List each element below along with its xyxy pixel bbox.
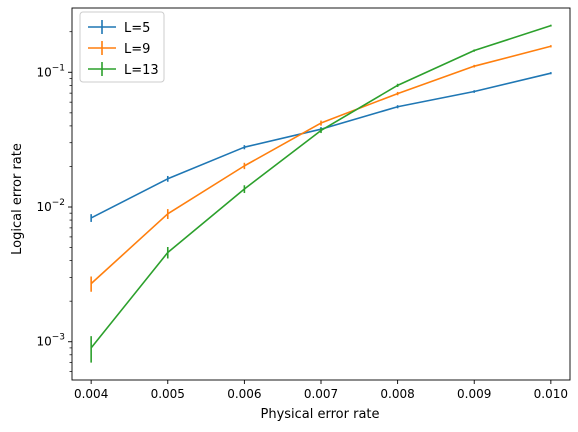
legend-entry-L=5: L=5 — [88, 20, 150, 36]
x-tick-label: 0.009 — [457, 387, 491, 401]
legend: L=5 L=9 L=13 — [79, 11, 165, 83]
y-tick-label: 10−3 — [36, 333, 65, 349]
y-tick-label: 10−2 — [36, 198, 65, 214]
legend-label: L=5 — [124, 21, 150, 36]
y-axis-label: Logical error rate — [10, 143, 25, 255]
legend-entry-L=13: L=13 — [88, 62, 159, 78]
axes: 0.004 0.005 0.006 0.007 0.008 0.009 0.010 10−3 1… — [36, 7, 571, 401]
series-L=9 — [90, 45, 552, 292]
legend-entry-L=9: L=9 — [88, 41, 150, 57]
series-group — [90, 24, 552, 363]
series-L=13 — [90, 24, 552, 363]
legend-label: L=9 — [124, 42, 150, 57]
x-tick-label: 0.008 — [380, 387, 414, 401]
y-tick-label: 10−1 — [36, 63, 65, 79]
x-tick-label: 0.006 — [227, 387, 261, 401]
x-tick-label: 0.007 — [304, 387, 338, 401]
legend-box — [79, 11, 165, 83]
legend-label: L=13 — [124, 63, 159, 78]
x-tick-label: 0.004 — [74, 387, 108, 401]
x-tick-label: 0.010 — [534, 387, 568, 401]
plot-area — [90, 24, 552, 363]
x-tick-label: 0.005 — [151, 387, 185, 401]
x-axis-label: Physical error rate — [260, 407, 379, 422]
